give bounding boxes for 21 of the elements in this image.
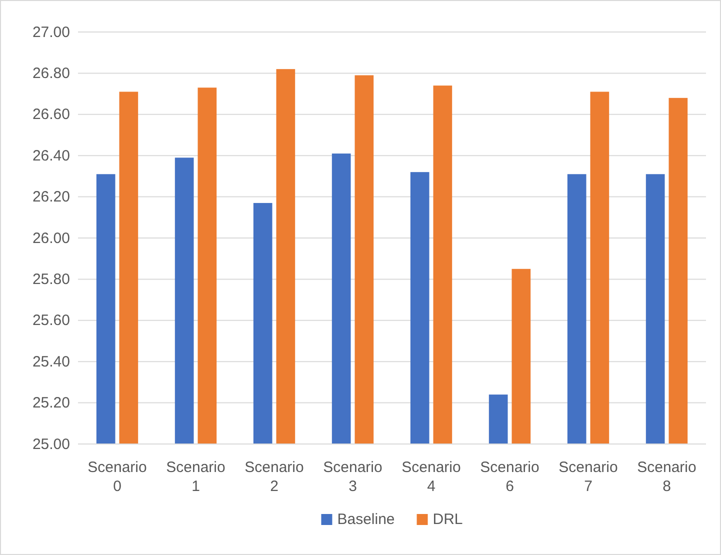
y-tick-label: 25.40	[32, 353, 70, 370]
y-tick-label: 26.60	[32, 106, 70, 124]
y-tick-label: 26.40	[32, 147, 70, 164]
legend-label: DRL	[432, 511, 463, 528]
y-tick-label: 26.00	[32, 230, 70, 247]
x-tick-label: Scenario 3	[323, 459, 382, 495]
y-tick-label: 26.80	[32, 65, 70, 82]
y-tick-label: 25.20	[32, 394, 70, 412]
y-tick-label: 25.60	[32, 312, 70, 330]
x-tick-label: Scenario 0	[88, 459, 147, 495]
x-tick-label: Scenario 2	[244, 459, 304, 495]
x-tick-label: Scenario 1	[166, 459, 226, 495]
y-tick-label: 25.80	[32, 271, 70, 288]
legend-label: Baseline	[337, 511, 395, 528]
y-tick-label: 26.20	[32, 188, 70, 206]
y-tick-label: 27.00	[32, 24, 70, 41]
x-tick-label: Scenario 8	[637, 459, 696, 495]
y-tick-label: 25.00	[32, 436, 70, 453]
x-tick-label: Scenario 4	[402, 459, 461, 495]
x-tick-label: Scenario 7	[558, 459, 618, 495]
x-tick-label: Scenario 6	[480, 459, 540, 495]
